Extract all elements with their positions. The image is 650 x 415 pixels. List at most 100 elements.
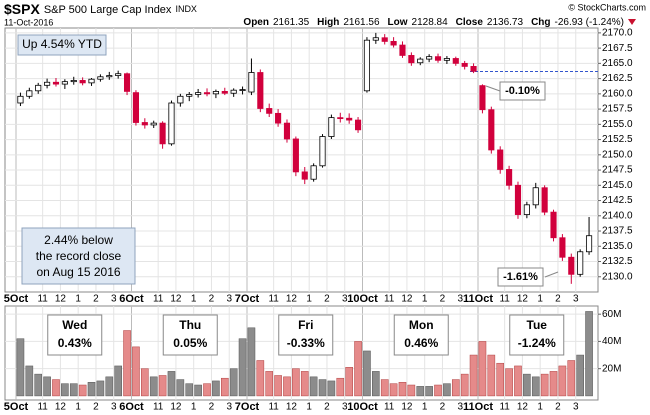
candle-body xyxy=(248,72,255,93)
day-name: Mon xyxy=(409,318,434,332)
candle-body xyxy=(408,55,415,64)
down-arrow xyxy=(628,19,636,25)
day-name: Wed xyxy=(62,318,87,332)
x-hour-label: 2 xyxy=(93,402,99,413)
stats: Open 2161.35 High 2161.56 Low 2128.84 Close 213… xyxy=(243,17,624,28)
day-change-box xyxy=(393,314,449,356)
x-hour-label: 11 xyxy=(268,402,279,413)
candle-body xyxy=(70,80,77,83)
volume-bar xyxy=(247,327,256,397)
y-tick-label: 2157.5 xyxy=(602,104,633,115)
stat-label: Chg xyxy=(531,17,550,28)
x-hour-label: 3 xyxy=(457,402,463,413)
candle-body xyxy=(541,187,548,213)
volume-bar xyxy=(478,341,487,397)
stat-label: High xyxy=(317,17,339,28)
candle-body xyxy=(150,122,157,126)
stat-value: 2161.35 xyxy=(273,17,310,28)
day-change: 0.05% xyxy=(173,336,207,350)
candle-body xyxy=(266,108,273,114)
x-day-label: 10Oct xyxy=(347,401,378,413)
stat-label: Close xyxy=(456,17,484,28)
candle-body xyxy=(506,169,513,186)
ytd-note: Up 4.54% YTD xyxy=(22,37,102,51)
candle-body xyxy=(17,95,24,104)
y-tick-label: 2137.5 xyxy=(602,226,633,237)
candle-body xyxy=(354,119,362,131)
volume-bar xyxy=(487,354,496,397)
day-name: Thu xyxy=(179,318,201,332)
volume-tick-label: 20M xyxy=(602,363,621,374)
x-day-label: 5Oct xyxy=(4,293,29,305)
volume-bar xyxy=(283,376,291,397)
volume-bar xyxy=(514,365,522,397)
candle-body xyxy=(61,81,68,85)
volume-bar xyxy=(194,384,202,397)
volume-bar xyxy=(114,365,122,397)
volume-bar xyxy=(61,383,69,397)
x-hour-label: 1 xyxy=(191,294,197,305)
record-note: the record close xyxy=(36,249,122,263)
y-tick-label: 2150.0 xyxy=(602,149,633,160)
day-name: Tue xyxy=(527,318,548,332)
volume-bar xyxy=(460,373,469,397)
candle-body xyxy=(44,81,51,86)
x-hour-label: 12 xyxy=(286,402,298,413)
x-hour-label: 2 xyxy=(209,294,215,305)
x-hour-label: 1 xyxy=(422,402,428,413)
volume-bar xyxy=(327,380,336,397)
day-change-box xyxy=(509,314,565,356)
candle-body xyxy=(363,39,371,92)
candle-body xyxy=(443,58,450,61)
x-hour-label: 12 xyxy=(401,294,413,305)
y-tick-label: 2147.5 xyxy=(602,165,633,176)
x-hour-label: 12 xyxy=(401,402,413,413)
volume-bar xyxy=(149,376,158,397)
volume-bar xyxy=(25,365,34,397)
candle-body xyxy=(141,122,148,126)
volume-bar xyxy=(265,371,274,397)
candle-body xyxy=(115,73,122,76)
candle-body xyxy=(328,117,335,137)
y-tick-label: 2142.5 xyxy=(602,195,633,206)
candle-body xyxy=(52,81,60,85)
x-hour-label: 1 xyxy=(306,294,312,305)
candle-body xyxy=(212,91,219,95)
callout-pointer xyxy=(485,85,501,92)
x-day-label: 5Oct xyxy=(4,401,29,413)
candle-body xyxy=(195,92,202,95)
x-day-label: 11Oct xyxy=(463,293,493,305)
volume-bar xyxy=(238,338,247,397)
candle-body xyxy=(488,109,495,151)
index-name: S&P 500 Large Cap Index xyxy=(44,4,172,16)
callout-box xyxy=(497,267,544,287)
volume-bar xyxy=(336,377,345,397)
candle-body xyxy=(337,117,344,120)
candle-body xyxy=(177,95,184,104)
exchange: INDX xyxy=(175,4,197,14)
x-day-label: 6Oct xyxy=(119,401,144,413)
x-hour-label: 2 xyxy=(93,294,99,305)
candle-body xyxy=(452,58,459,64)
candle-body xyxy=(479,85,486,111)
day-change: -0.33% xyxy=(287,336,325,350)
volume-bar xyxy=(123,330,131,397)
day-change: 0.46% xyxy=(404,336,438,350)
x-hour-label: 12 xyxy=(286,294,298,305)
candle-body xyxy=(168,102,175,145)
volume-bar xyxy=(229,368,238,397)
candle-body xyxy=(514,184,522,215)
x-hour-label: 2 xyxy=(324,294,330,305)
candle-body xyxy=(257,72,264,109)
volume-bar xyxy=(43,376,51,397)
volume-bar xyxy=(309,376,318,397)
y-tick-label: 2167.5 xyxy=(602,43,633,54)
volume-bar xyxy=(505,368,513,397)
x-hour-label: 1 xyxy=(422,294,428,305)
x-day-label: 7Oct xyxy=(235,401,260,413)
chart-header: $SPX S&P 500 Large Cap Index INDX xyxy=(4,1,197,17)
volume-bar xyxy=(167,371,176,397)
x-day-label: 11Oct xyxy=(463,401,493,413)
volume-bar xyxy=(496,362,505,397)
